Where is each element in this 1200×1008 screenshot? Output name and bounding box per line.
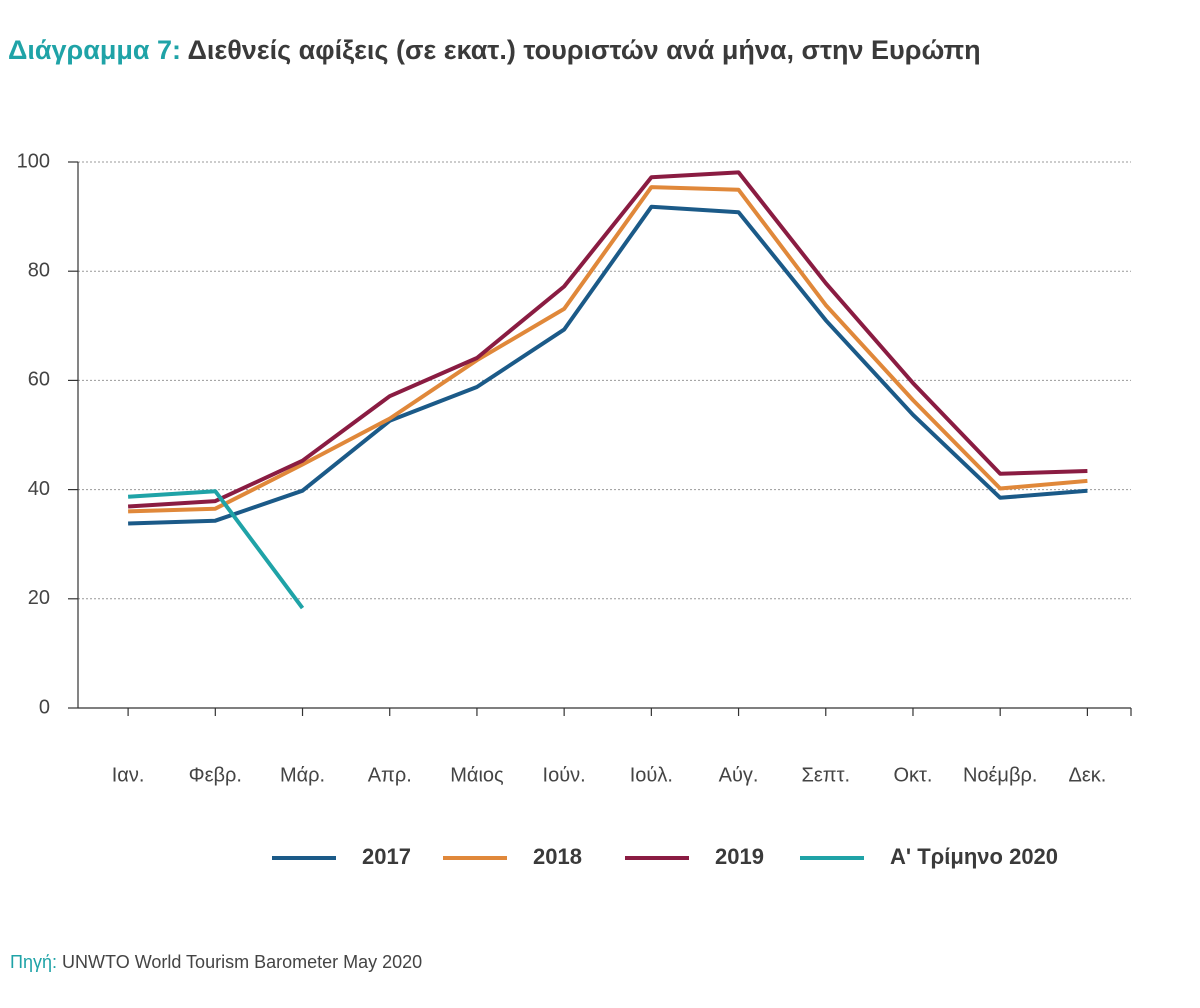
source: UNWTO World Tourism Barometer May 2020 xyxy=(62,952,422,972)
x-tick-label: Μάιος xyxy=(450,764,504,786)
x-tick-label: Δεκ. xyxy=(1068,764,1106,786)
y-tick-label: 20 xyxy=(28,587,50,609)
svg-text:Πηγή: UNWTO World Tourism Baro: Πηγή: UNWTO World Tourism Barometer May … xyxy=(10,952,422,972)
series-line xyxy=(127,170,1088,509)
x-tick-label: Μάρ. xyxy=(280,764,325,786)
series-line xyxy=(128,204,1088,526)
svg-text:Διάγραμμα 7: Διεθνείς αφίξεις: Διάγραμμα 7: Διεθνείς αφίξεις (σε εκατ.)… xyxy=(8,35,981,65)
legend-label: 2019 xyxy=(715,844,764,869)
x-tick-label: Ιούν. xyxy=(543,764,586,786)
x-tick-label: Αύγ. xyxy=(719,764,759,786)
legend-label: 2018 xyxy=(533,844,582,869)
x-tick-label: Ιούλ. xyxy=(630,764,673,786)
x-tick-label: Οκτ. xyxy=(893,764,932,786)
chart-title: Διεθνείς αφίξεις (σε εκατ.) τουριστών αν… xyxy=(187,35,980,65)
y-tick-label: 80 xyxy=(28,259,50,281)
y-tick-label: 40 xyxy=(28,478,50,500)
y-tick-label: 0 xyxy=(39,696,50,718)
y-tick-label: 60 xyxy=(28,369,50,391)
x-tick-label: Νοέμβρ. xyxy=(963,764,1037,786)
legend-label: Α' Τρίμηνο 2020 xyxy=(890,844,1058,869)
series-line xyxy=(127,489,305,610)
title-label: Διάγραμμα 7: xyxy=(8,35,181,65)
legend-label: 2017 xyxy=(362,844,411,869)
x-tick-label: Ιαν. xyxy=(112,764,145,786)
x-tick-label: Φεβρ. xyxy=(189,764,242,786)
series-line xyxy=(128,185,1088,514)
x-tick-label: Σεπτ. xyxy=(801,764,850,786)
x-tick-label: Απρ. xyxy=(368,764,412,786)
source-label: Πηγή: xyxy=(10,952,57,972)
y-tick-label: 100 xyxy=(17,150,50,172)
